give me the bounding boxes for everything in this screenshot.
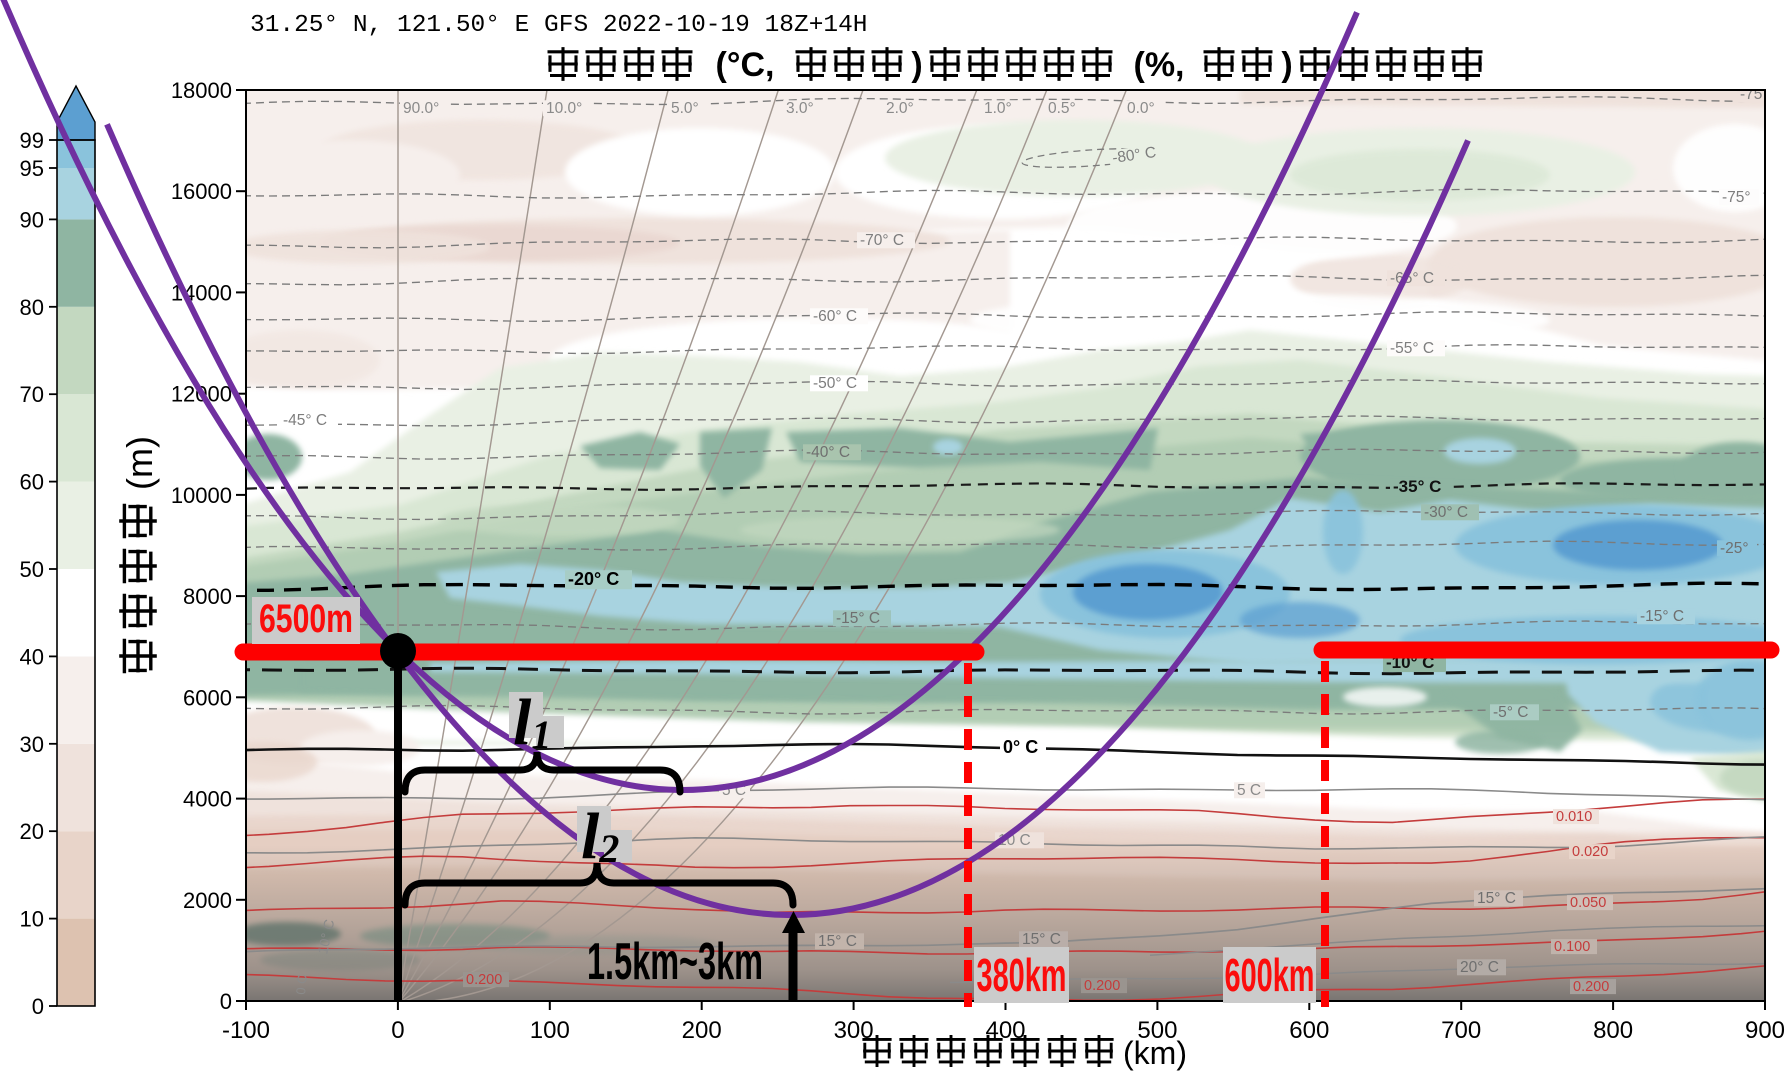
svg-text:0.200: 0.200	[466, 972, 502, 988]
svg-text:-20° C: -20° C	[568, 569, 619, 589]
svg-text:2000: 2000	[183, 888, 232, 913]
svg-text:-30° C: -30° C	[1424, 504, 1468, 521]
svg-text:-50° C: -50° C	[813, 375, 857, 392]
svg-text:20° C: 20° C	[1460, 959, 1499, 976]
svg-text:600: 600	[1289, 1017, 1329, 1044]
svg-text:1.5km~3km: 1.5km~3km	[587, 933, 763, 991]
svg-text:60: 60	[20, 470, 44, 495]
svg-text:0 C: 0 C	[293, 974, 310, 995]
svg-text:(m): (m)	[119, 436, 160, 490]
svg-text:0.050: 0.050	[1570, 895, 1606, 911]
svg-text:0.200: 0.200	[1084, 978, 1120, 994]
svg-text:): )	[1281, 46, 1292, 84]
svg-text:0.0°: 0.0°	[1127, 100, 1155, 117]
svg-text:-35° C: -35° C	[1393, 477, 1441, 496]
svg-text:99: 99	[20, 128, 44, 153]
svg-text:0.5°: 0.5°	[1048, 100, 1076, 117]
svg-text:3.0°: 3.0°	[786, 100, 814, 117]
svg-text:0.020: 0.020	[1572, 844, 1608, 860]
svg-text:380km: 380km	[977, 949, 1067, 1001]
svg-text:1.0°: 1.0°	[984, 100, 1012, 117]
svg-text:2.0°: 2.0°	[886, 100, 914, 117]
svg-text:-70° C: -70° C	[860, 232, 904, 249]
svg-text:800: 800	[1593, 1017, 1633, 1044]
svg-text:500: 500	[1137, 1017, 1177, 1044]
svg-text:-75: -75	[1740, 86, 1762, 103]
svg-text:10: 10	[20, 907, 44, 932]
svg-text:10000: 10000	[171, 483, 232, 508]
svg-text:(°C,: (°C,	[716, 46, 775, 84]
svg-text:4000: 4000	[183, 787, 232, 812]
svg-text:10.0°: 10.0°	[546, 100, 582, 117]
svg-text:20: 20	[20, 819, 44, 844]
svg-text:0.100: 0.100	[1554, 939, 1590, 955]
svg-text:80: 80	[20, 295, 44, 320]
svg-text:-75°: -75°	[1722, 189, 1751, 206]
svg-text:200: 200	[682, 1017, 722, 1044]
svg-text:-45° C: -45° C	[283, 412, 327, 429]
svg-text:-80° C: -80° C	[1111, 144, 1157, 167]
svg-text:-15° C: -15° C	[836, 610, 880, 627]
svg-text:-55° C: -55° C	[1390, 340, 1434, 357]
svg-text:5 C: 5 C	[1237, 782, 1261, 799]
svg-text:16000: 16000	[171, 179, 232, 204]
svg-text:90: 90	[20, 207, 44, 232]
svg-text:31.25° N, 121.50° E GFS 2022-1: 31.25° N, 121.50° E GFS 2022-10-19 18Z+1…	[250, 12, 868, 39]
svg-text:0.200: 0.200	[1573, 979, 1609, 995]
svg-text:0° C: 0° C	[1003, 737, 1038, 757]
svg-text:(%,: (%,	[1134, 46, 1185, 84]
svg-text:100: 100	[530, 1017, 570, 1044]
svg-text:-25°: -25°	[1720, 540, 1749, 557]
svg-text:0.010: 0.010	[1556, 809, 1592, 825]
svg-text:30: 30	[20, 732, 44, 757]
svg-text:0: 0	[32, 994, 44, 1019]
svg-text:70: 70	[20, 382, 44, 407]
svg-text:15° C: 15° C	[1022, 931, 1061, 948]
svg-text:0: 0	[220, 989, 232, 1014]
svg-text:90.0°: 90.0°	[403, 100, 439, 117]
svg-text:600km: 600km	[1225, 949, 1315, 1001]
svg-text:6000: 6000	[183, 685, 232, 710]
svg-text:10° C: 10° C	[314, 918, 337, 956]
svg-text:-5° C: -5° C	[1493, 704, 1528, 721]
svg-text:-15° C: -15° C	[1640, 608, 1684, 625]
svg-text:): )	[911, 46, 922, 84]
svg-text:6500m: 6500m	[259, 597, 353, 641]
svg-text:0: 0	[391, 1017, 404, 1044]
svg-text:(km): (km)	[1123, 1035, 1187, 1071]
svg-text:18000: 18000	[171, 78, 232, 103]
svg-text:15° C: 15° C	[818, 933, 857, 950]
svg-text:900: 900	[1745, 1017, 1785, 1044]
svg-text:5.0°: 5.0°	[671, 100, 699, 117]
svg-text:95: 95	[20, 156, 44, 181]
svg-text:8000: 8000	[183, 584, 232, 609]
svg-text:-65° C: -65° C	[1390, 270, 1434, 287]
svg-text:50: 50	[20, 557, 44, 582]
svg-text:-60° C: -60° C	[813, 308, 857, 325]
svg-text:-40° C: -40° C	[806, 444, 850, 461]
svg-text:-100: -100	[222, 1017, 270, 1044]
svg-text:15° C: 15° C	[1477, 890, 1516, 907]
svg-text:40: 40	[20, 644, 44, 669]
svg-text:700: 700	[1441, 1017, 1481, 1044]
